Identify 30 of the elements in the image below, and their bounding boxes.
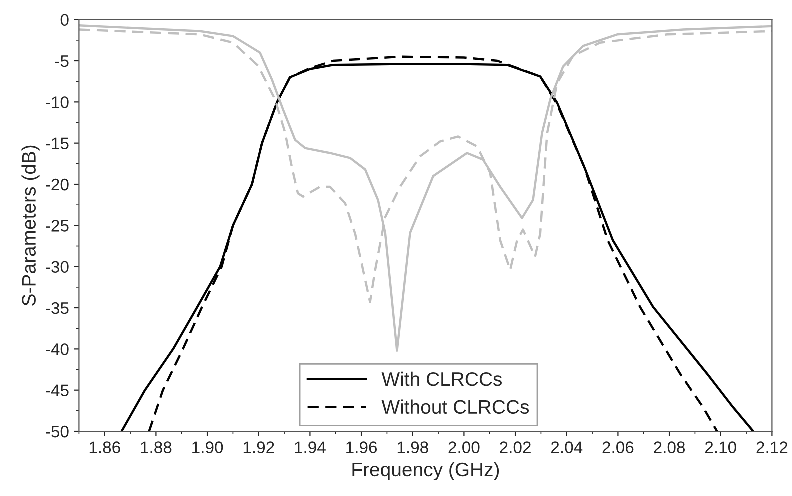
y-tick-label: -35	[46, 302, 69, 314]
y-tick-label: -20	[46, 178, 69, 191]
legend-label: Without CLRCCs	[382, 400, 530, 414]
x-axis-title: Frequency (GHz)	[352, 462, 500, 480]
legend-label: With CLRCCs	[382, 372, 502, 386]
x-tick-label: 2.04	[551, 442, 583, 454]
x-tick-label: 1.98	[398, 442, 428, 454]
x-tick-label: 1.96	[346, 442, 378, 454]
y-tick-label: -15	[46, 138, 69, 150]
x-tick-label: 1.88	[141, 442, 172, 454]
y-tick-label: -25	[46, 220, 69, 232]
x-tick-label: 2.12	[756, 442, 788, 454]
y-tick-label: -10	[46, 96, 69, 108]
x-tick-label: 1.94	[295, 442, 326, 454]
y-axis-title: S-Parameters (dB)	[22, 146, 40, 306]
y-tick-label: 0	[60, 14, 69, 26]
x-tick-label: 1.90	[192, 442, 224, 454]
x-tick-label: 2.02	[500, 442, 531, 454]
x-tick-label: 2.10	[705, 442, 736, 454]
y-tick-label: -50	[46, 426, 69, 438]
x-tick-label: 2.00	[448, 442, 480, 454]
x-tick-label: 2.06	[602, 442, 634, 454]
x-tick-label: 1.92	[244, 442, 274, 454]
x-tick-label: 1.86	[90, 442, 120, 454]
y-tick-label: -40	[46, 344, 69, 356]
y-tick-label: -30	[46, 261, 69, 274]
x-tick-label: 2.08	[654, 442, 686, 454]
y-tick-label: -5	[55, 56, 69, 68]
y-tick-label: -45	[46, 384, 69, 397]
line-series	[79, 24, 772, 352]
